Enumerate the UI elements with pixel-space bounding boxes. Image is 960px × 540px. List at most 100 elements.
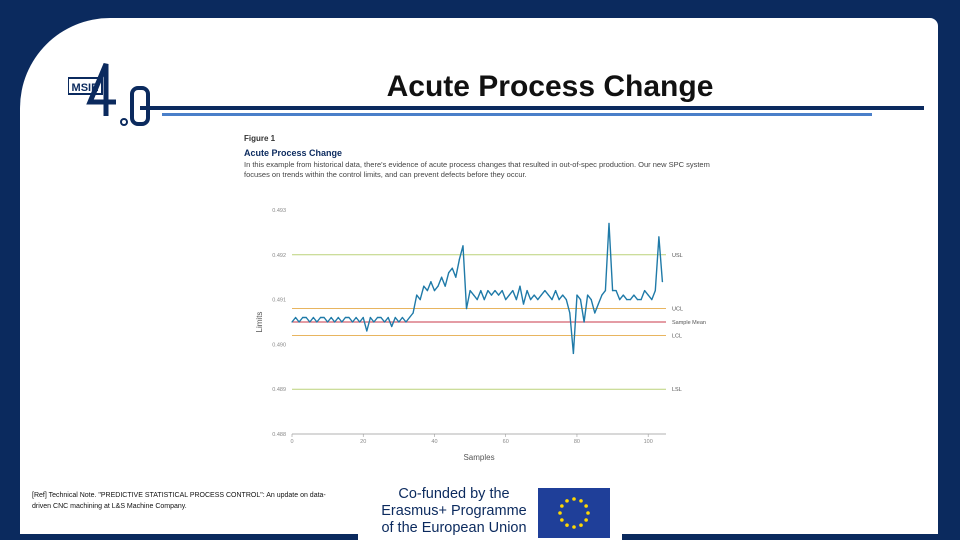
erasmus-funding-logo: Co-funded by the Erasmus+ Programme of t… bbox=[358, 480, 622, 540]
data-point bbox=[441, 276, 443, 278]
data-point bbox=[373, 321, 375, 323]
data-point bbox=[537, 299, 539, 301]
data-point bbox=[366, 330, 368, 332]
reference-note: [Ref] Technical Note. "PREDICTIVE STATIS… bbox=[32, 492, 326, 510]
data-point bbox=[587, 294, 589, 296]
y-tick-label: 0.490 bbox=[272, 342, 286, 348]
data-point bbox=[629, 299, 631, 301]
data-point bbox=[515, 299, 517, 301]
figure-title: Acute Process Change bbox=[244, 148, 343, 158]
data-point bbox=[334, 321, 336, 323]
data-point bbox=[622, 294, 624, 296]
x-tick-label: 80 bbox=[574, 439, 580, 445]
data-point bbox=[661, 281, 664, 283]
logo-dot bbox=[120, 118, 128, 126]
y-tick-label: 0.493 bbox=[272, 208, 286, 214]
data-point bbox=[647, 294, 649, 296]
x-tick-label: 60 bbox=[503, 439, 509, 445]
data-point bbox=[398, 321, 400, 323]
data-point bbox=[540, 294, 542, 296]
data-point bbox=[604, 290, 607, 292]
data-point bbox=[419, 299, 421, 301]
control-chart: 0.488 0.489 0.490 0.491 0.492 0.493 0 20 40 60 80 1… bbox=[255, 208, 706, 462]
eu-flag-icon bbox=[538, 488, 610, 538]
eu-star bbox=[565, 523, 569, 527]
data-point bbox=[558, 299, 560, 301]
figure-description: In this example from historical data, th… bbox=[244, 160, 710, 179]
data-point bbox=[380, 316, 382, 319]
data-point bbox=[633, 294, 635, 296]
eu-star bbox=[584, 518, 588, 522]
data-point bbox=[526, 290, 528, 292]
data-point bbox=[554, 290, 557, 292]
data-point bbox=[480, 290, 482, 292]
title-rule bbox=[140, 106, 924, 110]
funding-line: Erasmus+ Programme bbox=[381, 503, 527, 519]
reference-line-label: USL bbox=[672, 253, 683, 259]
eu-star bbox=[572, 525, 576, 529]
y-tick-label: 0.488 bbox=[272, 432, 286, 438]
eu-star bbox=[572, 497, 576, 501]
data-point bbox=[455, 276, 457, 278]
data-point bbox=[330, 316, 332, 319]
data-point bbox=[401, 316, 404, 319]
x-tick-label: 0 bbox=[290, 439, 293, 445]
logo-four bbox=[86, 63, 116, 116]
data-point bbox=[640, 299, 642, 301]
data-point bbox=[412, 312, 414, 314]
figure: Figure 1 Acute Process Change In this ex… bbox=[236, 126, 730, 470]
eu-star bbox=[586, 511, 590, 515]
data-point bbox=[579, 299, 582, 301]
data-point bbox=[597, 303, 599, 305]
data-point bbox=[448, 272, 450, 274]
data-point bbox=[344, 316, 347, 319]
data-point bbox=[305, 316, 307, 319]
eu-star bbox=[579, 523, 583, 527]
data-point bbox=[576, 294, 578, 296]
y-tick-label: 0.489 bbox=[272, 387, 286, 393]
data-point bbox=[298, 321, 300, 323]
data-point bbox=[608, 222, 610, 225]
data-point bbox=[508, 294, 510, 296]
data-point bbox=[494, 290, 496, 292]
funding-line: of the European Union bbox=[381, 520, 527, 536]
data-point bbox=[590, 299, 592, 301]
frame-right bbox=[938, 0, 960, 540]
logo-text: MSIE bbox=[72, 82, 99, 94]
data-point bbox=[487, 290, 489, 292]
data-point bbox=[565, 299, 567, 301]
eu-star bbox=[565, 499, 569, 503]
data-point bbox=[465, 307, 468, 310]
data-point bbox=[476, 299, 478, 301]
eu-star bbox=[560, 504, 564, 508]
data-point bbox=[562, 294, 564, 296]
data-point bbox=[615, 290, 617, 292]
series-line bbox=[291, 222, 664, 355]
data-point bbox=[302, 316, 304, 319]
data-point bbox=[519, 285, 521, 287]
eu-star bbox=[579, 499, 583, 503]
eu-star bbox=[560, 518, 564, 522]
data-point bbox=[501, 290, 503, 292]
data-point bbox=[312, 316, 314, 319]
reference-line-label: Sample Mean bbox=[672, 320, 706, 326]
data-point bbox=[601, 294, 603, 296]
data-point bbox=[473, 294, 475, 296]
eu-star bbox=[558, 511, 562, 515]
data-point bbox=[426, 290, 428, 292]
data-point bbox=[572, 352, 574, 354]
funding-text: Co-funded by the Erasmus+ Programme of t… bbox=[368, 486, 540, 537]
y-tick-label: 0.491 bbox=[272, 298, 286, 304]
data-point bbox=[469, 290, 471, 292]
data-point bbox=[291, 321, 293, 323]
data-point bbox=[626, 299, 628, 301]
data-point bbox=[569, 312, 571, 314]
data-point bbox=[323, 316, 325, 319]
data-point bbox=[319, 316, 322, 319]
y-tick-label: 0.492 bbox=[272, 253, 286, 259]
data-point bbox=[636, 299, 639, 301]
x-tick-label: 20 bbox=[360, 439, 366, 445]
data-point bbox=[316, 321, 318, 323]
data-point bbox=[394, 316, 396, 319]
data-point bbox=[430, 281, 432, 283]
